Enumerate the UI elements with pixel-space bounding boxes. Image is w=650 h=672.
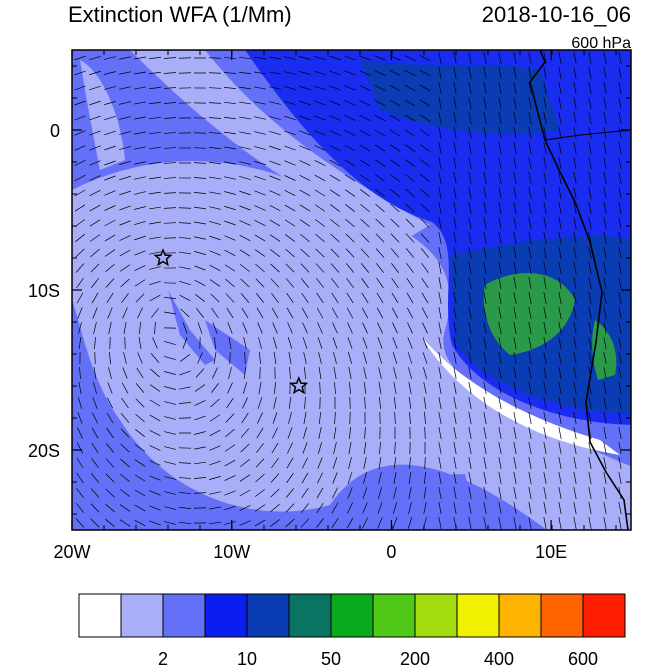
colorbar-box bbox=[163, 594, 205, 637]
date-label: 2018-10-16_06 bbox=[482, 2, 631, 27]
colorbar-label: 50 bbox=[321, 649, 341, 667]
chart-title: Extinction WFA (1/Mm) bbox=[68, 2, 292, 27]
colorbar-box bbox=[331, 594, 373, 637]
x-tick-label: 20W bbox=[53, 542, 90, 562]
colorbar-box bbox=[373, 594, 415, 637]
colorbar-box bbox=[583, 594, 625, 637]
colorbar-box bbox=[205, 594, 247, 637]
x-tick-label: 0 bbox=[386, 542, 396, 562]
colorbar-label: 200 bbox=[400, 649, 430, 667]
y-tick-label: 0 bbox=[50, 121, 60, 141]
colorbar-box bbox=[289, 594, 331, 637]
colorbar-label: 600 bbox=[568, 649, 598, 667]
colorbar-label: 2 bbox=[158, 649, 168, 667]
colorbar-box bbox=[415, 594, 457, 637]
colorbar-box bbox=[457, 594, 499, 637]
y-tick-label: 20S bbox=[28, 441, 60, 461]
x-tick-label: 10E bbox=[535, 542, 567, 562]
colorbar-box bbox=[541, 594, 583, 637]
colorbar-box bbox=[79, 594, 121, 637]
colorbar: 2 10 50 200 400 600 bbox=[79, 594, 625, 667]
map-field bbox=[72, 50, 640, 540]
colorbar-box bbox=[121, 594, 163, 637]
colorbar-label: 10 bbox=[237, 649, 257, 667]
y-tick-label: 10S bbox=[28, 281, 60, 301]
colorbar-box bbox=[499, 594, 541, 637]
colorbar-box bbox=[247, 594, 289, 637]
x-tick-label: 10W bbox=[213, 542, 250, 562]
colorbar-label: 400 bbox=[484, 649, 514, 667]
